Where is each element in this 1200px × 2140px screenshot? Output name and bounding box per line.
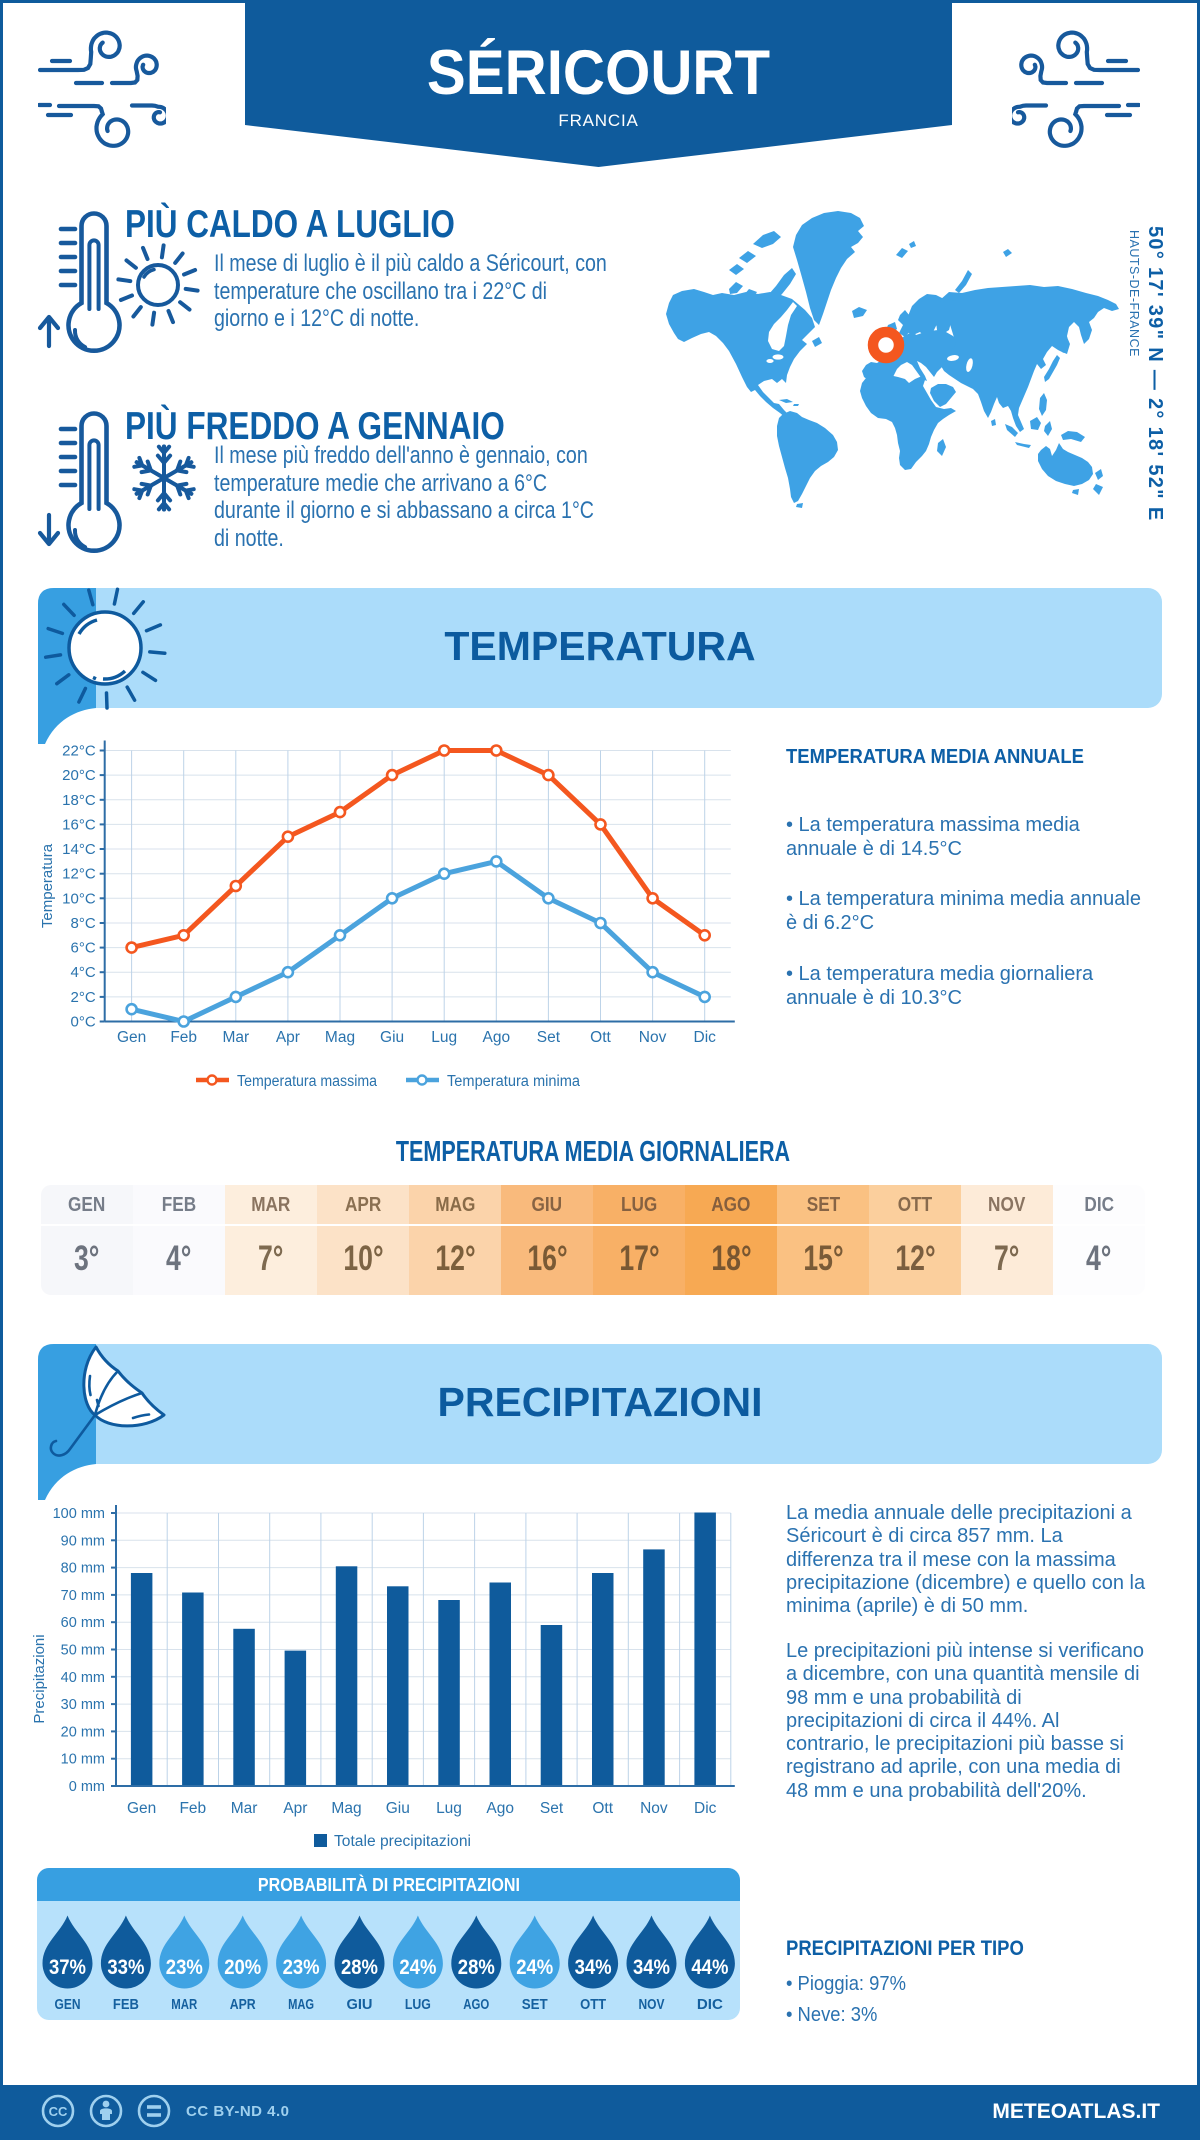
svg-text:90 mm: 90 mm [61, 1533, 105, 1549]
svg-text:MAG: MAG [288, 1997, 314, 2013]
svg-text:LUG: LUG [405, 1997, 431, 2013]
svg-text:Set: Set [537, 1029, 561, 1046]
svg-text:DIC: DIC [697, 1997, 724, 2013]
svg-text:20%: 20% [224, 1956, 261, 1979]
svg-text:GEN: GEN [55, 1997, 81, 2013]
svg-text:37%: 37% [49, 1956, 86, 1979]
svg-text:NOV: NOV [639, 1997, 665, 2013]
svg-text:24%: 24% [399, 1956, 436, 1979]
svg-text:30 mm: 30 mm [61, 1697, 105, 1713]
svg-text:2°C: 2°C [71, 989, 96, 1006]
svg-text:Feb: Feb [170, 1029, 197, 1046]
svg-text:0°C: 0°C [71, 1014, 96, 1031]
svg-text:Nov: Nov [639, 1029, 667, 1046]
svg-text:Gen: Gen [117, 1029, 146, 1046]
svg-text:34%: 34% [575, 1956, 612, 1979]
svg-text:8°C: 8°C [71, 915, 96, 932]
svg-text:14°C: 14°C [62, 841, 96, 858]
svg-text:Mar: Mar [222, 1029, 249, 1046]
svg-text:Feb: Feb [179, 1800, 206, 1817]
svg-text:CC: CC [49, 2104, 68, 2119]
svg-text:Giu: Giu [380, 1029, 404, 1046]
svg-text:SET: SET [522, 1997, 548, 2013]
svg-text:Ago: Ago [486, 1800, 514, 1817]
svg-text:20 mm: 20 mm [61, 1724, 105, 1740]
svg-text:24%: 24% [516, 1956, 553, 1979]
svg-text:40 mm: 40 mm [61, 1670, 105, 1686]
svg-text:Mag: Mag [331, 1800, 361, 1817]
svg-text:Totale precipitazioni: Totale precipitazioni [334, 1833, 471, 1850]
svg-text:AGO: AGO [463, 1997, 489, 2013]
svg-text:34%: 34% [633, 1956, 670, 1979]
svg-text:Lug: Lug [436, 1800, 462, 1817]
svg-text:FEB: FEB [113, 1997, 139, 2013]
svg-text:Apr: Apr [276, 1029, 300, 1046]
svg-text:APR: APR [230, 1997, 256, 2013]
svg-text:33%: 33% [107, 1956, 144, 1979]
svg-text:18°C: 18°C [62, 792, 96, 809]
svg-text:Lug: Lug [431, 1029, 457, 1046]
svg-text:MAR: MAR [171, 1997, 197, 2013]
svg-text:Gen: Gen [127, 1800, 156, 1817]
svg-text:12°C: 12°C [62, 866, 96, 883]
svg-text:28%: 28% [458, 1956, 495, 1979]
svg-text:OTT: OTT [580, 1997, 606, 2013]
svg-text:Dic: Dic [694, 1029, 717, 1046]
svg-text:28%: 28% [341, 1956, 378, 1979]
svg-text:23%: 23% [283, 1956, 320, 1979]
svg-text:Mag: Mag [325, 1029, 355, 1046]
svg-text:Temperatura: Temperatura [39, 843, 56, 928]
svg-text:Giu: Giu [386, 1800, 410, 1817]
svg-text:20°C: 20°C [62, 767, 96, 784]
svg-text:4°C: 4°C [71, 964, 96, 981]
svg-text:22°C: 22°C [62, 743, 96, 760]
svg-text:50 mm: 50 mm [61, 1643, 105, 1659]
svg-text:16°C: 16°C [62, 816, 96, 833]
svg-text:10 mm: 10 mm [61, 1752, 105, 1768]
svg-text:6°C: 6°C [71, 940, 96, 957]
svg-text:100 mm: 100 mm [53, 1506, 105, 1522]
svg-text:70 mm: 70 mm [61, 1588, 105, 1604]
svg-text:Temperatura massima: Temperatura massima [237, 1073, 377, 1090]
svg-text:80 mm: 80 mm [61, 1561, 105, 1577]
svg-text:Nov: Nov [640, 1800, 668, 1817]
svg-text:Mar: Mar [231, 1800, 258, 1817]
svg-text:Set: Set [540, 1800, 564, 1817]
svg-text:Temperatura minima: Temperatura minima [447, 1073, 580, 1090]
svg-text:GIU: GIU [347, 1997, 373, 2013]
svg-text:44%: 44% [691, 1956, 728, 1979]
svg-text:10°C: 10°C [62, 890, 96, 907]
svg-text:0 mm: 0 mm [69, 1779, 105, 1795]
svg-text:Dic: Dic [694, 1800, 717, 1817]
svg-text:23%: 23% [166, 1956, 203, 1979]
svg-text:60 mm: 60 mm [61, 1615, 105, 1631]
svg-text:Apr: Apr [283, 1800, 307, 1817]
svg-text:Ago: Ago [483, 1029, 511, 1046]
svg-text:Ott: Ott [590, 1029, 611, 1046]
svg-text:Precipitazioni: Precipitazioni [31, 1634, 48, 1723]
svg-text:Ott: Ott [592, 1800, 613, 1817]
